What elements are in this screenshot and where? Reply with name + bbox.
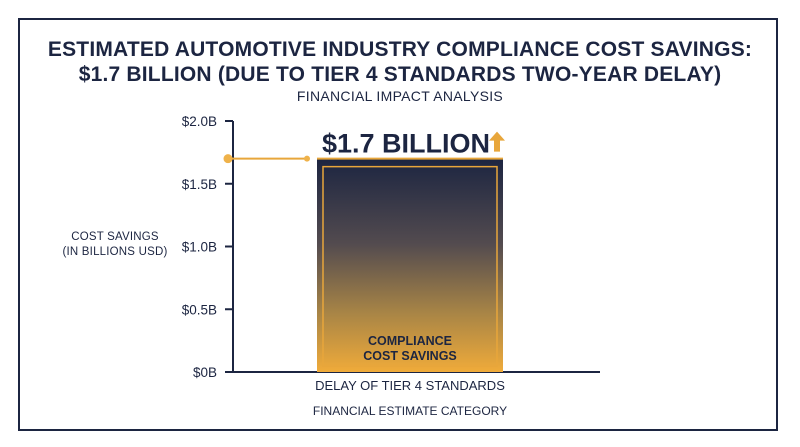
x-axis-label: FINANCIAL ESTIMATE CATEGORY: [313, 404, 507, 418]
up-arrow-icon: [489, 131, 505, 152]
leader-end-dot: [304, 155, 310, 162]
chart-frame: [18, 18, 778, 431]
chart-title-line-2: $1.7 BILLION (DUE TO TIER 4 STANDARDS TW…: [78, 63, 722, 86]
bar-inner-label: COMPLIANCE: [368, 334, 452, 348]
bar-inner-border: [322, 165, 498, 367]
y-tick-label: $2.0B: [182, 114, 217, 129]
y-tick-label: $1.5B: [182, 177, 217, 192]
chart-subtitle: FINANCIAL IMPACT ANALYSIS: [296, 88, 504, 104]
bar-inner-label: COST SAVINGS: [363, 349, 457, 363]
y-tick-label: $0.5B: [182, 302, 217, 317]
x-category-label: DELAY OF TIER 4 STANDARDS: [315, 378, 505, 393]
value-marker-dot: [223, 154, 233, 164]
y-axis-label-line-2: (IN BILLIONS USD): [62, 246, 168, 258]
chart-title-line-1: ESTIMATED AUTOMOTIVE INDUSTRY COMPLIANCE…: [47, 38, 753, 61]
y-tick-label: $1.0B: [182, 240, 217, 255]
bar-delay-of-tier-4-standards: [317, 158, 503, 372]
value-label: $1.7 BILLION: [322, 129, 490, 159]
y-axis-label-line-1: COST SAVINGS: [71, 231, 159, 243]
y-tick-label: $0B: [193, 365, 217, 380]
